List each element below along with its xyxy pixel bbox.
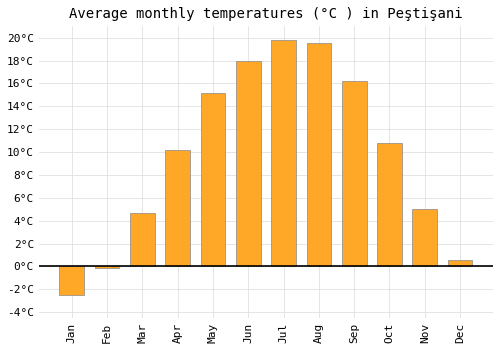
Bar: [60, 266, 84, 295]
Bar: [94, 266, 120, 268]
Bar: [236, 61, 260, 266]
Bar: [412, 209, 437, 266]
Bar: [166, 150, 190, 266]
Bar: [200, 93, 226, 266]
Bar: [377, 143, 402, 266]
Bar: [130, 213, 155, 266]
Bar: [448, 260, 472, 266]
Bar: [306, 43, 331, 266]
Bar: [342, 81, 366, 266]
Bar: [271, 40, 296, 266]
Title: Average monthly temperatures (°C ) in Peştişani: Average monthly temperatures (°C ) in Pe…: [69, 7, 462, 21]
